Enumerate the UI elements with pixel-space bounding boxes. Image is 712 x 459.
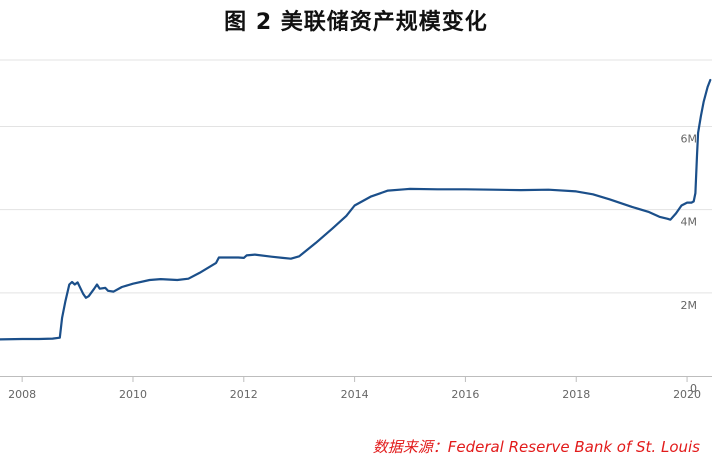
grid-layer [0,59,712,294]
y-tick-label: 0 [690,382,697,395]
x-tick-label: 2012 [230,388,258,401]
x-tick-label: 2018 [562,388,590,401]
x-tick-label: 2010 [119,388,147,401]
line-layer [0,78,712,341]
series-line [0,78,712,341]
source-note: 数据来源：Federal Reserve Bank of St. Louis [372,438,700,456]
y-tick-label: 6M [681,133,698,146]
tick-layer: 0 2M 4M 6M 2008 2010 2012 2014 2016 2018 2020 [8,133,701,401]
x-tick-label: 2008 [8,388,36,401]
x-tick-label: 2020 [673,388,701,401]
x-tick-label: 2016 [451,388,479,401]
x-tick-label: 2014 [341,388,369,401]
chart-title: 图 2 美联储资产规模变化 [224,10,488,35]
y-tick-label: 4M [681,216,698,229]
axis-layer [0,376,712,382]
y-tick-label: 2M [681,299,698,312]
